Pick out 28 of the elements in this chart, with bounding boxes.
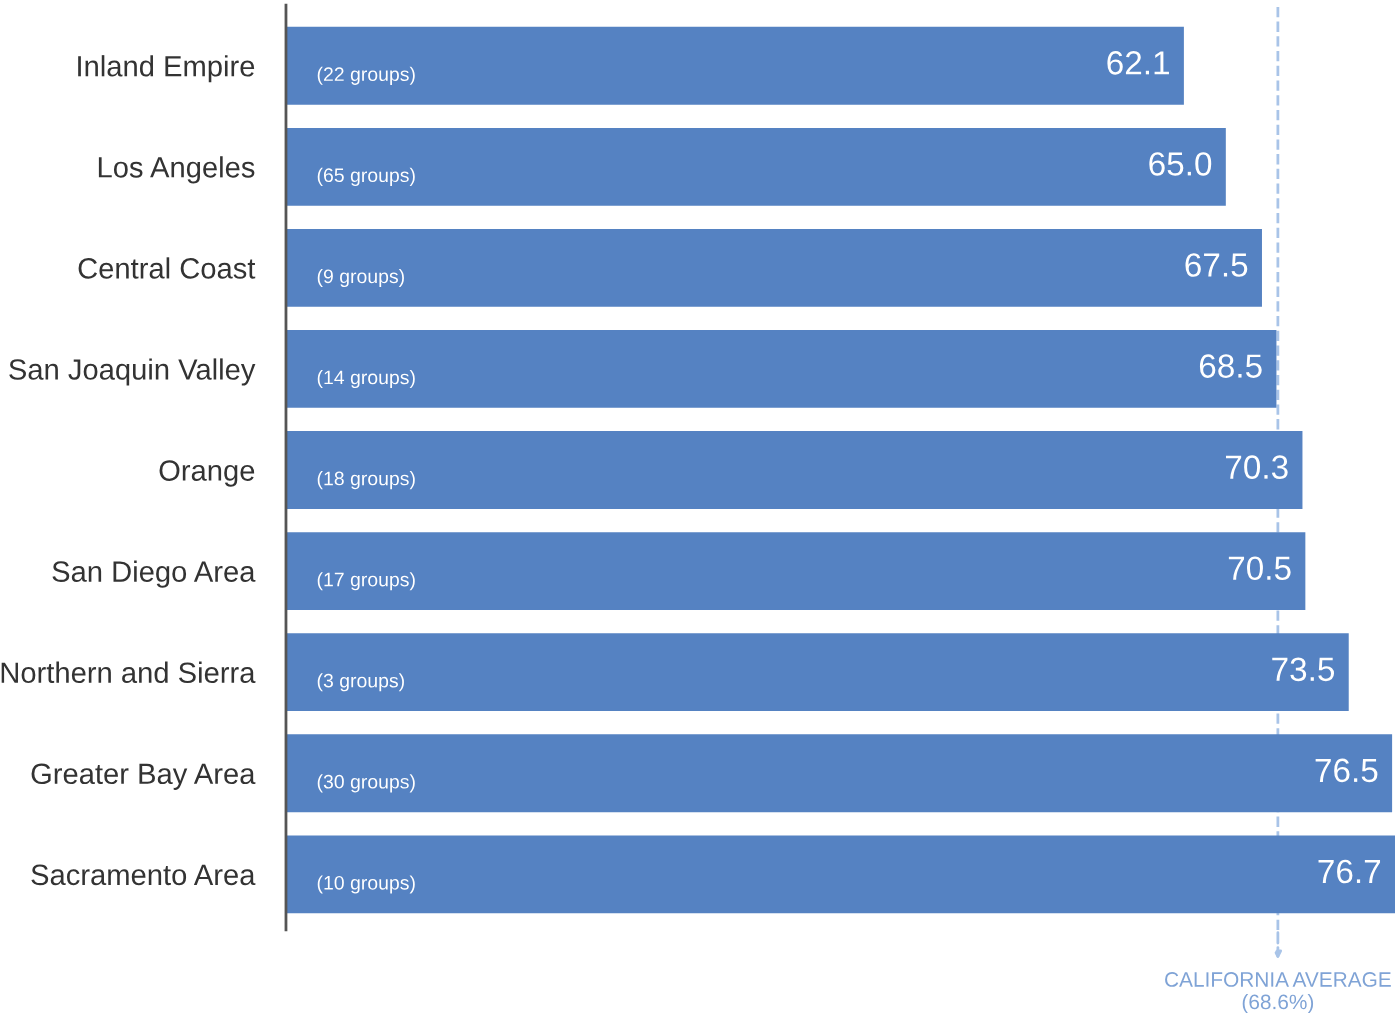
y-tick-label: San Joaquin Valley: [9, 358, 256, 386]
annotation: (14 groups): [317, 369, 415, 389]
data-label: 70.5: [1228, 556, 1291, 581]
annotation: (10 groups): [317, 875, 415, 894]
y-tick-label: Sacramento Area: [31, 864, 256, 886]
y-tick-label: Greater Bay Area: [31, 763, 256, 790]
annotation: (18 groups): [317, 471, 415, 490]
y-tick-label: Northern and Sierra: [1, 661, 256, 684]
y-tick-label: Inland Empire: [78, 55, 255, 83]
y-tick-label: San Diego Area: [52, 560, 256, 588]
y-tick-label: Los Angeles: [98, 156, 255, 184]
data-label: 65.0: [1149, 152, 1212, 176]
ref-line-label: CALIFORNIA AVERAGE (68.6%): [1165, 972, 1391, 1013]
data-label: 68.5: [1199, 354, 1262, 378]
annotation: (22 groups): [317, 66, 415, 85]
data-label: 76.5: [1315, 758, 1378, 783]
annotation: (65 groups): [317, 167, 415, 186]
data-label: 73.5: [1272, 657, 1335, 682]
data-label: 62.1: [1107, 51, 1169, 75]
y-tick-label: Central Coast: [78, 257, 256, 279]
data-label: 70.3: [1225, 455, 1288, 479]
data-label: 67.5: [1185, 253, 1248, 277]
data-label: 76.7: [1318, 859, 1381, 884]
annotation: (3 groups): [317, 673, 404, 692]
annotation: (9 groups): [317, 268, 404, 288]
annotation: (17 groups): [317, 572, 415, 591]
annotation: (30 groups): [317, 774, 415, 793]
y-tick-label: Orange: [159, 460, 255, 487]
